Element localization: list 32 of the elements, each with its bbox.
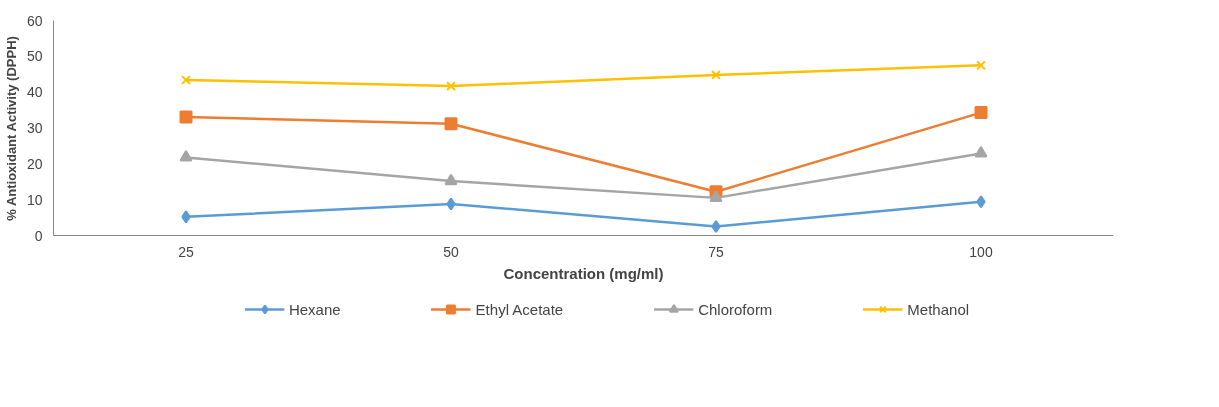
point: [446, 81, 456, 91]
point: [444, 117, 458, 131]
legend-label: Ethyl Acetate: [475, 300, 564, 318]
y-tick-label: 60: [26, 12, 43, 29]
x-tick-label: 25: [178, 243, 194, 260]
point: [181, 75, 191, 85]
x-tick-label: 75: [708, 243, 724, 260]
point: [709, 190, 723, 203]
y-tick-label: 0: [34, 227, 43, 244]
y-tick-label: 10: [26, 191, 43, 208]
x-tick-label: 50: [443, 243, 459, 260]
y-tick-label: 50: [26, 48, 43, 65]
y-tick-label: 40: [26, 84, 43, 101]
point: [179, 110, 193, 124]
legend-label: Methanol: [907, 300, 970, 318]
legend-label: Chloroform: [698, 300, 773, 318]
point: [974, 106, 988, 120]
point: [446, 197, 456, 211]
point: [974, 146, 988, 158]
point: [444, 173, 458, 186]
y-axis-title: % Antioxidant Activity (DPPH): [3, 36, 19, 221]
point: [711, 220, 721, 234]
point: [711, 70, 721, 80]
y-tick-label: 20: [26, 155, 43, 172]
y-tick-label: 30: [26, 120, 43, 136]
legend-label: Hexane: [288, 300, 341, 318]
point: [181, 210, 191, 224]
x-axis-title: Concentration (mg/ml): [503, 264, 664, 282]
point: [179, 150, 193, 162]
x-tick-label: 100: [969, 243, 993, 260]
point: [976, 195, 986, 209]
point: [976, 60, 986, 71]
